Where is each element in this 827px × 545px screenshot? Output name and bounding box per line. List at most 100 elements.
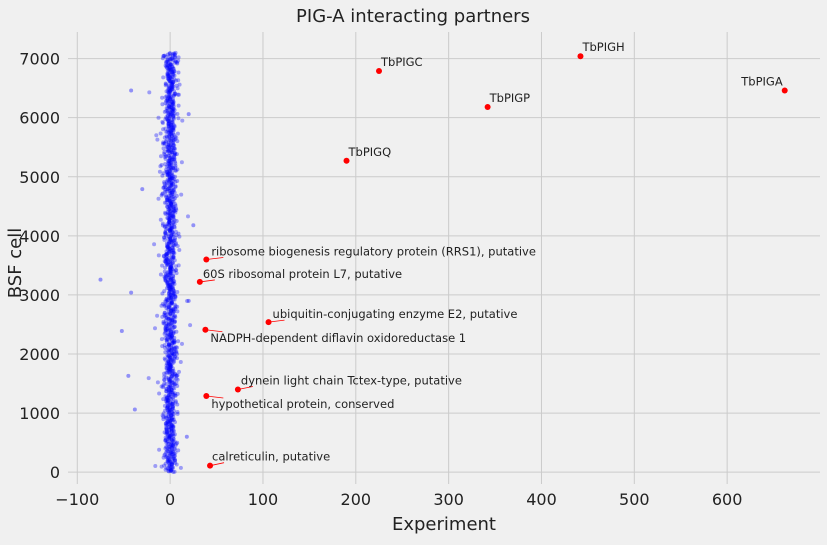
data-point — [167, 370, 172, 375]
data-point — [162, 356, 167, 361]
data-point — [168, 265, 173, 270]
data-point — [168, 311, 173, 316]
data-point — [173, 184, 178, 189]
data-point — [166, 232, 171, 236]
data-point — [170, 65, 175, 70]
data-point — [158, 164, 163, 169]
data-point — [165, 408, 170, 413]
data-point — [167, 57, 172, 62]
data-point — [169, 154, 174, 159]
data-point — [171, 100, 176, 105]
data-point — [156, 115, 161, 120]
data-point — [173, 294, 178, 299]
data-point — [166, 159, 171, 164]
data-point — [167, 219, 172, 224]
data-point — [168, 401, 173, 406]
data-point — [165, 71, 170, 76]
data-point — [171, 109, 176, 114]
data-point — [167, 217, 172, 222]
data-point — [170, 181, 175, 186]
data-point — [169, 271, 174, 276]
data-point — [165, 226, 170, 231]
data-point — [170, 340, 175, 345]
data-point — [165, 404, 170, 408]
data-point — [166, 282, 171, 287]
data-point — [167, 350, 171, 355]
data-point — [173, 305, 177, 310]
data-point — [168, 343, 173, 348]
data-point — [167, 162, 172, 167]
data-point — [166, 202, 171, 207]
data-point — [174, 462, 179, 467]
data-point — [169, 234, 174, 238]
data-point — [167, 180, 172, 185]
data-point — [171, 199, 176, 204]
data-point — [164, 366, 169, 371]
data-point — [167, 289, 172, 294]
data-point — [175, 61, 180, 66]
data-point — [163, 117, 168, 122]
data-point — [166, 316, 171, 321]
data-point — [165, 420, 170, 425]
y-tick-label: 1000 — [19, 404, 60, 423]
data-point — [166, 444, 171, 449]
data-point — [161, 146, 166, 151]
data-point — [168, 282, 173, 287]
chart-title: PIG-A interacting partners — [296, 6, 530, 27]
data-point — [168, 236, 172, 241]
data-point — [161, 127, 166, 132]
data-point — [169, 323, 174, 328]
data-point — [164, 441, 169, 446]
data-point — [164, 427, 169, 432]
data-point — [171, 315, 176, 320]
data-point — [167, 121, 172, 126]
data-point — [169, 287, 174, 292]
data-point — [166, 447, 171, 452]
data-point — [164, 375, 169, 380]
data-point — [168, 405, 173, 410]
data-point — [164, 138, 169, 143]
data-point — [156, 196, 161, 201]
data-point — [167, 78, 172, 83]
data-point — [171, 188, 176, 193]
data-point — [170, 266, 174, 271]
data-point — [166, 360, 171, 365]
data-point — [165, 187, 170, 191]
data-point — [171, 197, 176, 202]
data-point — [170, 230, 175, 235]
y-tick-label: 6000 — [19, 109, 60, 128]
data-point — [164, 109, 169, 113]
data-point — [166, 419, 171, 424]
data-point — [168, 88, 173, 93]
data-point — [166, 237, 170, 242]
data-point — [171, 189, 176, 194]
data-point — [169, 296, 174, 301]
data-point — [167, 110, 172, 115]
data-point — [186, 112, 191, 117]
data-point — [165, 323, 170, 328]
data-point — [173, 152, 178, 157]
data-point — [172, 224, 177, 229]
data-point — [169, 85, 174, 90]
data-point — [169, 79, 174, 84]
data-point — [163, 421, 168, 426]
data-point — [170, 372, 175, 377]
data-point — [166, 207, 171, 212]
data-point — [162, 310, 167, 315]
data-point — [168, 367, 173, 372]
data-point — [165, 272, 170, 277]
data-point — [167, 332, 172, 337]
data-point — [177, 369, 181, 374]
data-point — [169, 280, 174, 285]
highlight-point — [207, 462, 214, 469]
data-point — [165, 370, 170, 375]
data-point — [165, 281, 170, 285]
data-point — [162, 141, 167, 146]
data-point — [164, 260, 169, 265]
data-point — [167, 203, 172, 208]
data-point — [167, 172, 172, 177]
data-point — [168, 112, 173, 117]
data-point — [166, 122, 171, 126]
data-point — [164, 252, 169, 257]
x-tick-label: 300 — [433, 490, 464, 509]
